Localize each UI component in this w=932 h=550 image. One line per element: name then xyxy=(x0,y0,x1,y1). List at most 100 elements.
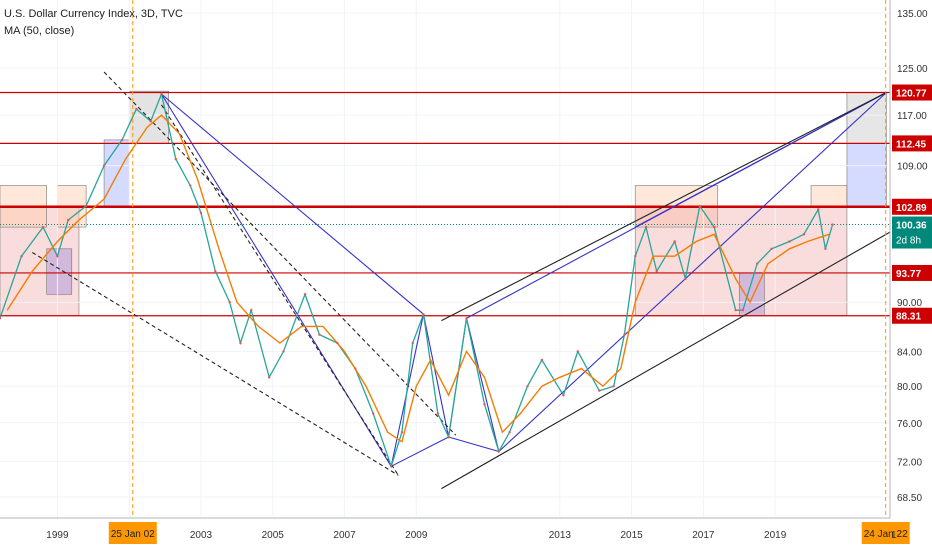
trend-line xyxy=(465,318,500,452)
y-tick-label: 76.00 xyxy=(897,419,922,430)
trend-line xyxy=(390,436,449,467)
level-badge xyxy=(892,135,932,152)
price-point xyxy=(770,247,773,251)
x-tick-label: 2005 xyxy=(262,530,285,541)
price-point xyxy=(436,412,440,415)
price-point xyxy=(802,233,806,236)
price-point xyxy=(389,465,393,468)
price-point xyxy=(372,412,375,415)
zone-box xyxy=(846,143,887,208)
price-point xyxy=(824,247,827,251)
current-price-label: 100.36 xyxy=(896,221,927,232)
price-point xyxy=(336,341,339,345)
price-point xyxy=(303,293,307,296)
price-point xyxy=(400,431,404,434)
trend-line xyxy=(32,252,399,476)
price-point xyxy=(712,225,716,229)
price-point xyxy=(20,254,23,258)
price-point xyxy=(508,431,511,434)
trend-line xyxy=(161,93,392,467)
price-point xyxy=(160,92,163,96)
levels-layer xyxy=(0,91,890,317)
level-badge xyxy=(892,264,932,281)
cursor-date-badge xyxy=(861,522,910,544)
level-badge xyxy=(892,84,932,101)
cursor-date-label: 25 Jan 02 xyxy=(111,529,155,540)
legend-symbol: U.S. Dollar Currency Index, 3D, TVC xyxy=(4,8,183,20)
y-tick-label: 109.00 xyxy=(897,162,928,173)
price-point xyxy=(120,138,124,142)
cursor-axis-value: 1 xyxy=(891,530,897,541)
x-tick-label: 2017 xyxy=(692,530,715,541)
zone-box xyxy=(128,90,169,144)
legend-ma: MA (50, close) xyxy=(4,25,75,37)
price-point xyxy=(483,403,486,406)
price-point xyxy=(354,367,357,370)
trend-line xyxy=(441,92,887,322)
y-tick-label: 90.00 xyxy=(897,298,922,309)
y-tick-label: 135.00 xyxy=(897,9,928,20)
zones-layer xyxy=(0,90,887,317)
level-badge xyxy=(892,198,932,215)
price-point xyxy=(540,358,544,362)
price-point xyxy=(817,208,820,211)
price-point xyxy=(228,301,231,304)
countdown-label: 2d 8h xyxy=(896,236,921,247)
trend-line xyxy=(634,92,887,228)
price-point xyxy=(741,308,745,312)
price-point xyxy=(526,385,529,388)
price-point xyxy=(562,393,565,397)
price-point xyxy=(411,341,414,345)
trend-line xyxy=(498,92,887,452)
zone-box xyxy=(846,92,887,144)
x-tick-label: 2007 xyxy=(333,530,356,541)
ma-series xyxy=(6,114,830,443)
price-point xyxy=(497,450,501,453)
price-point xyxy=(239,341,242,345)
y-tick-label: 80.00 xyxy=(897,382,922,393)
price-point xyxy=(282,350,285,353)
price-point xyxy=(673,240,676,243)
price-point xyxy=(655,270,658,273)
grid-layer xyxy=(0,0,890,518)
price-point xyxy=(465,317,468,320)
zone-box xyxy=(46,248,73,295)
cursor-date-label: 24 Jan 22 xyxy=(864,529,908,540)
price-point xyxy=(447,435,450,439)
price-point xyxy=(267,376,271,379)
price-point xyxy=(623,333,626,336)
zone-box xyxy=(103,139,130,208)
x-tick-label: 2009 xyxy=(405,530,428,541)
price-point xyxy=(788,240,791,243)
price-point xyxy=(422,313,425,316)
price-point xyxy=(644,225,648,229)
price-point xyxy=(174,157,178,161)
price-point xyxy=(684,277,687,281)
cursor-date-badge xyxy=(108,522,157,544)
zone-box xyxy=(810,185,848,208)
y-tick-label: 68.50 xyxy=(897,493,922,504)
price-point xyxy=(0,317,2,320)
price-point xyxy=(189,184,192,187)
x-tick-label: 2019 xyxy=(764,530,787,541)
x-tick-label: 2015 xyxy=(620,530,643,541)
trend-line xyxy=(448,436,499,453)
trend-line xyxy=(103,71,457,436)
price-point xyxy=(734,308,737,312)
price-point xyxy=(634,254,637,258)
current-price-badge xyxy=(892,216,932,249)
price-point xyxy=(831,223,834,226)
x-tick-label: 2013 xyxy=(549,530,572,541)
y-tick-label: 125.00 xyxy=(897,64,928,75)
level-badge-label: 102.89 xyxy=(896,203,927,214)
price-point xyxy=(135,107,138,111)
price-point xyxy=(756,262,759,265)
x-tick-label: 1999 xyxy=(46,530,69,541)
price-point xyxy=(41,225,45,229)
chart-legend: U.S. Dollar Currency Index, 3D, TVC MA (… xyxy=(4,6,183,40)
trend-line xyxy=(441,231,891,490)
level-badge-label: 112.45 xyxy=(896,139,926,150)
y-tick-label: 84.00 xyxy=(897,347,922,358)
